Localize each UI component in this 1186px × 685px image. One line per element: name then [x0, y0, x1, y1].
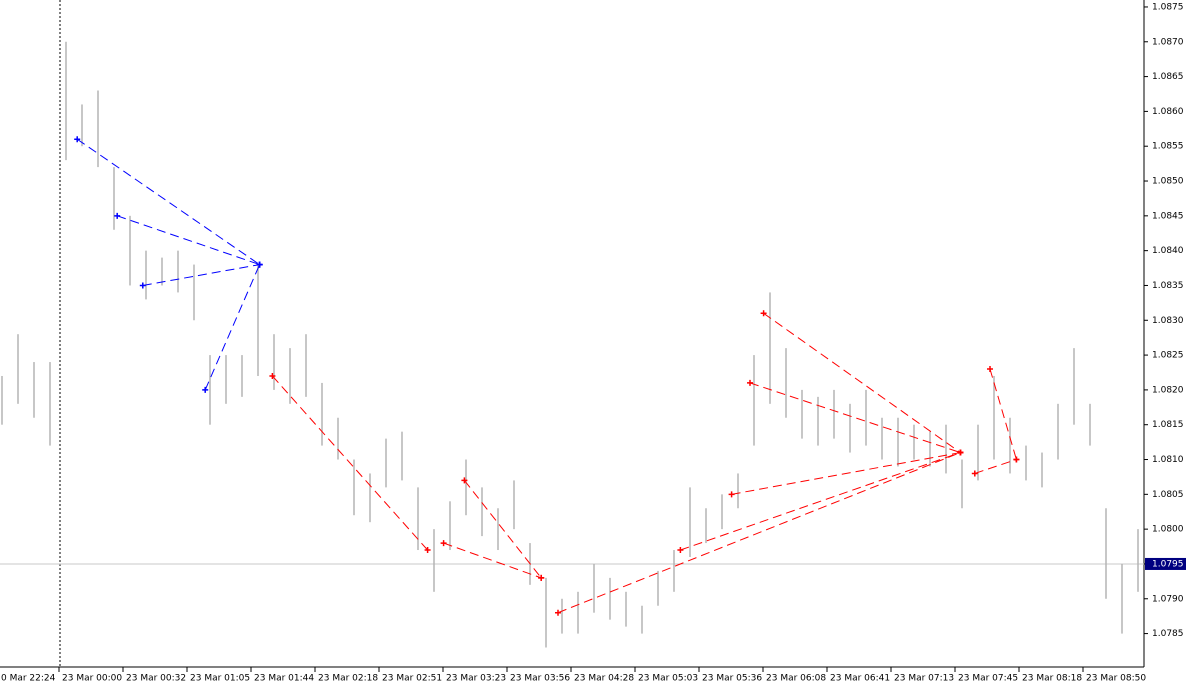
- trade-marker: [555, 609, 561, 616]
- trade-marker: [114, 212, 121, 219]
- x-tick-label: 23 Mar 02:51: [382, 674, 442, 684]
- trade-marker: [269, 372, 276, 379]
- y-tick-label: 1.0865: [1152, 72, 1184, 82]
- y-tick-label: 1.0785: [1152, 629, 1184, 639]
- bid-label: 1.0795: [1152, 559, 1184, 569]
- trade-line: [989, 368, 1017, 460]
- trade-line: [443, 542, 542, 579]
- trade-marker: [747, 379, 753, 386]
- trade-line: [763, 312, 961, 453]
- y-tick-label: 1.0820: [1152, 385, 1184, 395]
- x-tick-label: 23 Mar 07:13: [894, 674, 954, 684]
- trade-line: [272, 375, 428, 551]
- x-tick-label: 23 Mar 07:45: [958, 674, 1018, 684]
- trade-line: [974, 459, 1017, 474]
- trade-marker: [202, 386, 209, 393]
- trade-line: [557, 452, 961, 614]
- trade-marker: [957, 449, 964, 456]
- x-tick-label: 23 Mar 00:00: [62, 674, 122, 684]
- trade-line: [731, 452, 961, 495]
- trade-marker: [760, 310, 767, 317]
- trade-marker: [1013, 456, 1020, 463]
- trade-marker: [538, 574, 545, 581]
- x-tick-label: 23 Mar 02:18: [318, 674, 378, 684]
- y-tick-label: 1.0835: [1152, 281, 1184, 291]
- trade-marker: [256, 261, 263, 268]
- trade-marker: [987, 366, 993, 373]
- x-tick-label: 23 Mar 05:36: [702, 674, 762, 684]
- y-tick-label: 1.0800: [1152, 525, 1184, 535]
- x-tick-label: 23 Mar 08:50: [1086, 674, 1146, 684]
- x-tick-label: 23 Mar 05:03: [638, 674, 698, 684]
- y-tick-label: 1.0810: [1152, 455, 1184, 465]
- y-tick-label: 1.0825: [1152, 351, 1184, 361]
- y-tick-label: 1.0860: [1152, 107, 1184, 117]
- bid-box: [1145, 557, 1186, 570]
- trade-line: [204, 264, 261, 391]
- trade-line: [117, 215, 260, 266]
- x-tick-label: 23 Mar 06:41: [830, 674, 890, 684]
- x-tick-label: 23 Mar 08:18: [1022, 674, 1082, 684]
- y-tick-label: 1.0805: [1152, 490, 1184, 500]
- trade-marker: [440, 540, 447, 547]
- trade-line: [76, 138, 260, 265]
- trade-marker: [461, 477, 468, 484]
- trade-marker: [74, 136, 81, 143]
- y-tick-label: 1.0815: [1152, 420, 1184, 430]
- y-tick-label: 1.0790: [1152, 594, 1184, 604]
- y-tick-label: 1.0830: [1152, 316, 1184, 326]
- x-tick-label: 23 Mar 01:44: [254, 674, 314, 684]
- y-tick-label: 1.0845: [1152, 211, 1184, 221]
- y-tick-label: 1.0840: [1152, 246, 1184, 256]
- trade-marker: [424, 547, 431, 554]
- y-tick-label: 1.0870: [1152, 37, 1184, 47]
- trade-line: [464, 480, 542, 579]
- x-tick-label: 23 Mar 03:56: [510, 674, 570, 684]
- x-tick-label: 23 Mar 04:28: [574, 674, 634, 684]
- y-tick-label: 1.0855: [1152, 142, 1184, 152]
- trade-line: [142, 264, 260, 286]
- y-tick-label: 1.0875: [1152, 2, 1184, 12]
- x-tick-label: 23 Mar 03:23: [446, 674, 506, 684]
- x-tick-label: 23 Mar 01:05: [190, 674, 250, 684]
- x-tick-label: 23 Mar 06:08: [766, 674, 826, 684]
- trade-marker: [971, 470, 978, 477]
- trade-marker: [677, 547, 684, 554]
- trade-line: [749, 382, 961, 454]
- x-tick-label: 0 Mar 22:24: [1, 674, 56, 684]
- trade-marker: [139, 282, 146, 289]
- trade-line: [680, 452, 961, 551]
- y-tick-label: 1.0850: [1152, 177, 1184, 187]
- x-tick-label: 23 Mar 00:32: [126, 674, 186, 684]
- trade-marker: [728, 491, 735, 498]
